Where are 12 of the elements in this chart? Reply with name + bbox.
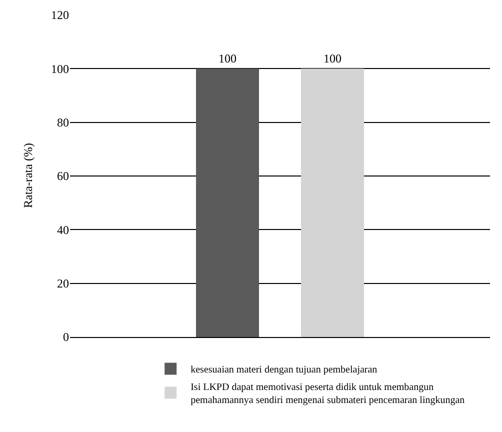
legend-label: kesesuaian materi dengan tujuan pembelajaran bbox=[190, 364, 378, 376]
y-tick-label: 20 bbox=[57, 276, 69, 291]
data-label: 100 bbox=[324, 52, 342, 66]
data-label: 100 bbox=[218, 52, 236, 66]
y-tick-label: 60 bbox=[57, 169, 69, 184]
y-tick-label: 100 bbox=[51, 62, 69, 76]
y-tick-label: 40 bbox=[57, 222, 69, 237]
legend-label: Isi LKPD dapat memotivasi peserta didik untuk membangun pemahamannya sendiri mengenai submateri pencemaran lingkungan bbox=[190, 382, 465, 406]
y-axis-title: Rata-rata (%) bbox=[21, 143, 35, 208]
y-tick-label: 80 bbox=[57, 116, 69, 130]
y-tick-label: 120 bbox=[51, 8, 69, 22]
y-tick-label: 0 bbox=[63, 330, 69, 344]
